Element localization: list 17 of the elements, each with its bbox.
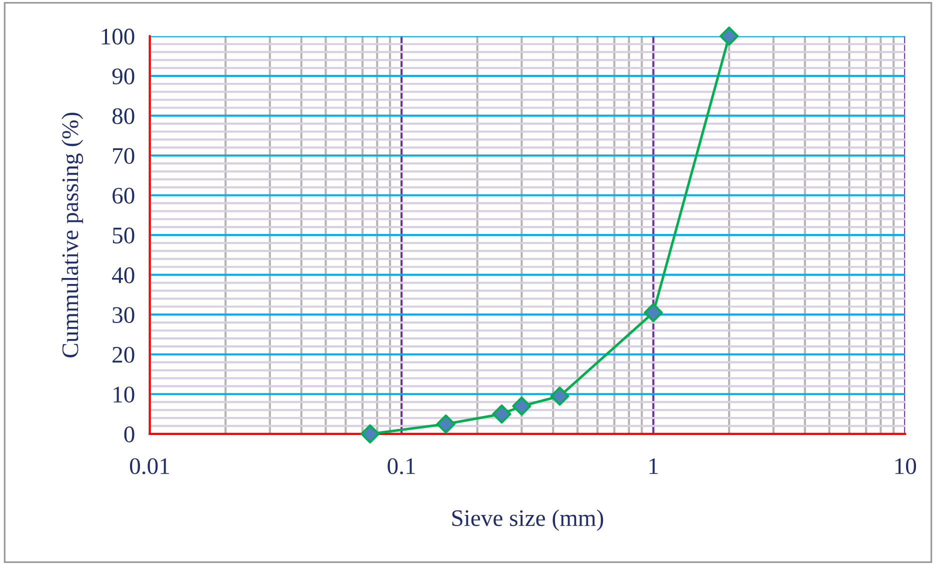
y-tick-label: 40 <box>112 267 134 284</box>
y-tick-label: 0 <box>124 426 134 442</box>
y-tick-label: 50 <box>112 228 134 244</box>
y-tick-label: 60 <box>112 188 134 204</box>
y-tick-label: 20 <box>112 346 134 363</box>
y-tick-label: 90 <box>112 68 134 84</box>
y-tick-label: 100 <box>102 28 134 45</box>
y-tick-label: 10 <box>114 386 134 403</box>
y-tick-label: 30 <box>112 307 134 324</box>
x-tick-label: 0.01 <box>130 458 170 474</box>
x-tick-label: 1 <box>650 458 658 474</box>
x-tick-label: 10 <box>895 458 916 474</box>
x-axis-title: Sieve size (mm) <box>452 510 604 531</box>
y-tick-label: 70 <box>113 148 134 164</box>
x-tick-label: 0.1 <box>388 458 415 474</box>
y-axis-title: Cummulative passing (%) <box>62 112 84 358</box>
y-tick-label: 80 <box>112 108 134 124</box>
